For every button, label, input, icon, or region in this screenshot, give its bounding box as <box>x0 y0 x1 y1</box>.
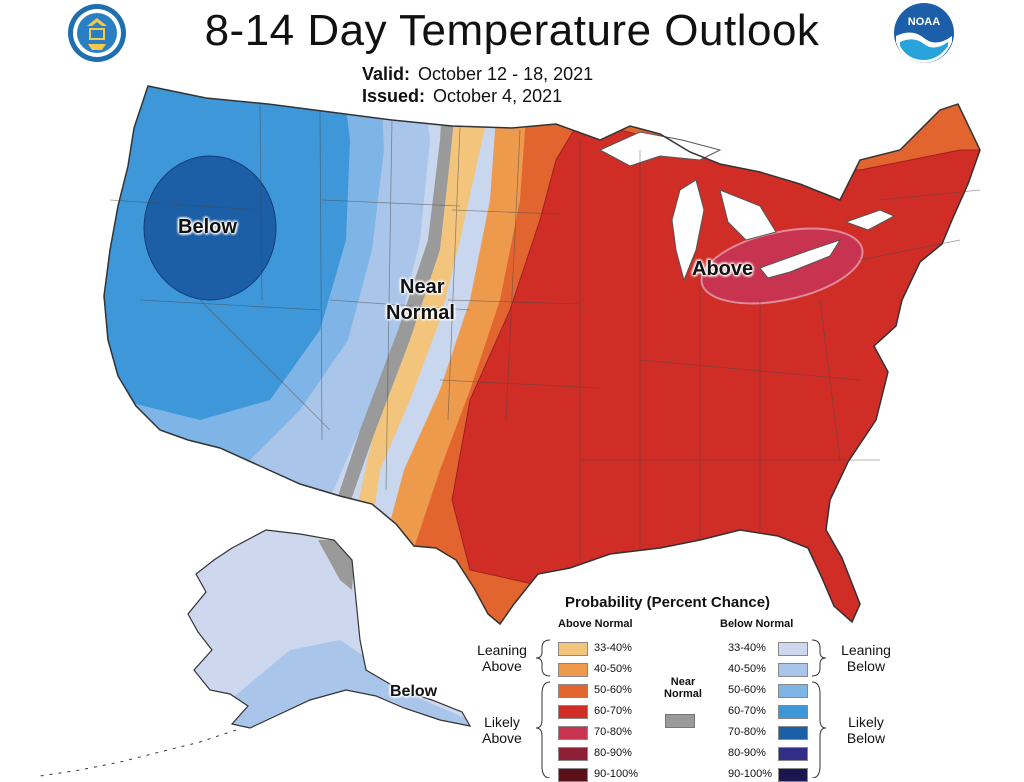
swatch-below-80 <box>778 747 808 761</box>
legend-below-head: Below Normal <box>720 618 794 630</box>
swatch-above-60 <box>558 705 588 719</box>
legend-below-range: 80-90% <box>728 747 766 759</box>
issued-label: Issued: <box>362 86 426 106</box>
conus-outline <box>103 85 981 626</box>
map-label-near-line2: Normal <box>386 302 455 324</box>
legend-below-range: 90-100% <box>728 768 773 780</box>
issued-value: October 4, 2021 <box>433 86 563 106</box>
map-label-near-line1: Near <box>400 276 445 298</box>
legend-title: Probability (Percent Chance) <box>565 594 771 611</box>
legend-above-range: 50-60% <box>594 684 632 696</box>
swatch-below-60 <box>778 705 808 719</box>
state-boundaries <box>109 103 981 560</box>
legend-leaning-above: Leaning Above <box>477 642 527 674</box>
commerce-seal-icon <box>68 4 126 62</box>
swatch-above-70 <box>558 726 588 740</box>
great-lakes <box>598 131 896 282</box>
aleutian-islands <box>39 729 237 777</box>
alaska-outline <box>187 529 472 729</box>
page-title: 8-14 Day Temperature Outlook <box>204 6 820 55</box>
legend-above-range: 33-40% <box>594 642 632 654</box>
legend-likely-above: Likely Above <box>482 714 522 746</box>
map-label-below-alaska: Below <box>390 683 438 700</box>
legend-above-range: 90-100% <box>594 768 639 780</box>
swatch-below-50 <box>778 684 808 698</box>
legend-braces <box>535 639 827 778</box>
map-label-above-east: Above <box>692 258 754 280</box>
noaa-logo-icon: NOAA <box>894 3 954 63</box>
valid-value: October 12 - 18, 2021 <box>418 64 594 84</box>
legend-above-range: 60-70% <box>594 705 632 717</box>
swatch-below-33 <box>778 642 808 656</box>
map-label-below-west: Below <box>178 216 237 238</box>
legend-below-range: 60-70% <box>728 705 766 717</box>
swatch-above-80 <box>558 747 588 761</box>
swatch-near-normal <box>665 714 695 728</box>
legend-above-range: 70-80% <box>594 726 632 738</box>
valid-label: Valid: <box>362 64 411 84</box>
legend-below-range: 70-80% <box>728 726 766 738</box>
conus-shading <box>104 86 980 624</box>
legend-leaning-below: Leaning Below <box>841 642 891 674</box>
swatch-below-40 <box>778 663 808 677</box>
legend-likely-below: Likely Below <box>846 714 886 746</box>
swatch-above-40 <box>558 663 588 677</box>
swatch-above-50 <box>558 684 588 698</box>
legend-below-range: 50-60% <box>728 684 766 696</box>
legend: Probability (Percent Chance) Above Norma… <box>460 590 910 782</box>
legend-below-range: 33-40% <box>728 642 766 654</box>
legend-below-range: 40-50% <box>728 663 766 675</box>
swatch-above-33 <box>558 642 588 656</box>
noaa-logo-text: NOAA <box>908 16 940 28</box>
legend-near-normal: Near Normal <box>664 676 702 700</box>
valid-dates: Valid: October 12 - 18, 2021 <box>362 64 593 85</box>
issued-date: Issued: October 4, 2021 <box>362 86 562 107</box>
legend-above-range: 80-90% <box>594 747 632 759</box>
swatch-below-70 <box>778 726 808 740</box>
legend-above-range: 40-50% <box>594 663 632 675</box>
legend-above-head: Above Normal <box>558 618 633 630</box>
